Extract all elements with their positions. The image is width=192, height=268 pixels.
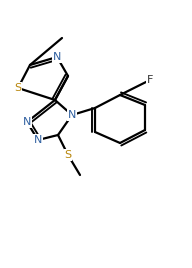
Text: N: N	[23, 117, 31, 127]
Text: N: N	[34, 135, 42, 145]
Text: S: S	[65, 150, 72, 160]
Text: F: F	[147, 75, 153, 85]
Text: N: N	[53, 52, 61, 62]
Text: N: N	[68, 110, 76, 120]
Text: S: S	[14, 83, 22, 93]
